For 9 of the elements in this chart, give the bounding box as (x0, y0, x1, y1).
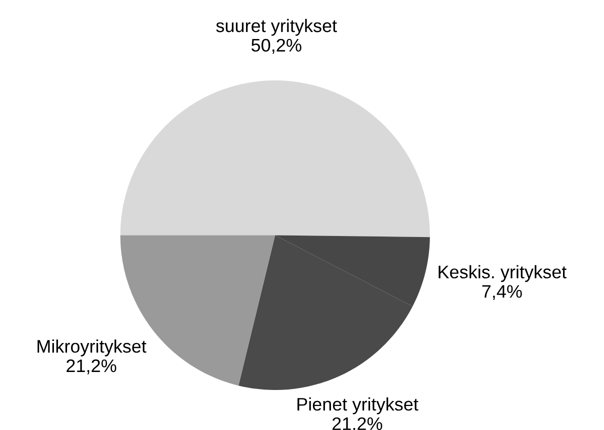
data-label: 7,4% (482, 285, 522, 300)
data-label: 21.2% (332, 417, 382, 430)
slice-label: Keskis. yritykset (438, 265, 567, 282)
slice-label: Pienet yritykset (298, 397, 418, 414)
data-label: 50,2% (251, 38, 302, 54)
pie-slice (120, 80, 430, 238)
slice-label: Mikroyritykset (38, 339, 146, 356)
slice-label: suuret yritykset (216, 18, 337, 36)
data-label: 21,2% (66, 359, 116, 374)
